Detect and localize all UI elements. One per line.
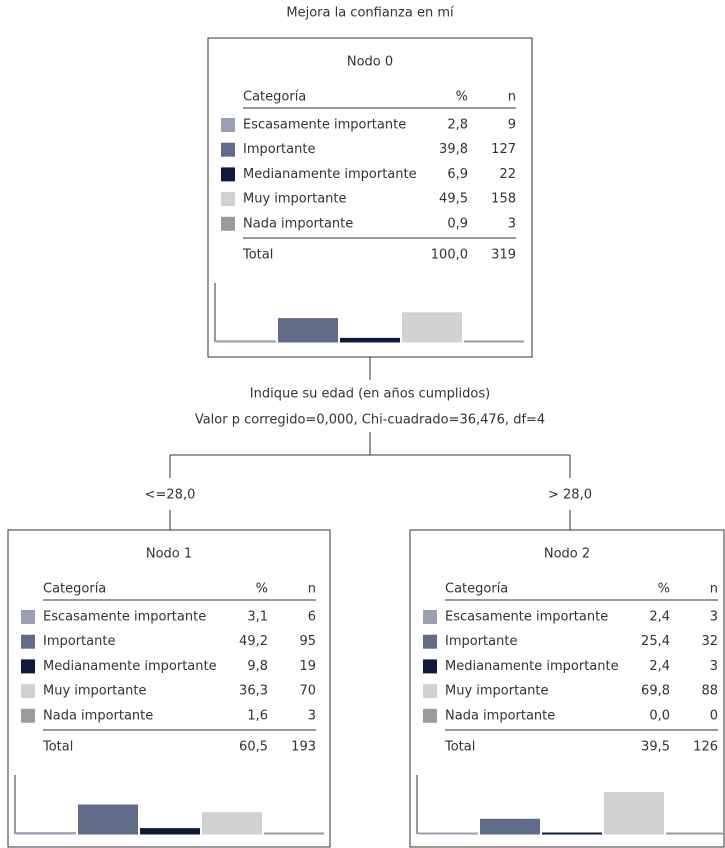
total-pct: 39,5 [641, 740, 670, 755]
n-cell: 19 [299, 659, 316, 674]
category-cell: Medianamente importante [243, 167, 417, 182]
color-swatch [21, 634, 35, 649]
pct-cell: 6,9 [447, 167, 468, 182]
color-swatch [221, 118, 235, 132]
pct-cell: 2,4 [649, 610, 670, 625]
header-cell: n [308, 582, 316, 597]
pct-cell: 36,3 [239, 684, 268, 699]
category-cell: Muy importante [43, 684, 147, 699]
n-cell: 95 [299, 634, 316, 649]
n-cell: 9 [508, 118, 516, 133]
color-swatch [21, 708, 35, 723]
histogram-bar [202, 812, 262, 834]
color-swatch [21, 684, 35, 699]
total-n: 193 [291, 740, 316, 755]
color-swatch [423, 610, 437, 624]
total-n: 126 [693, 740, 718, 755]
total-pct: 60,5 [239, 740, 268, 755]
node-label: Nodo 1 [146, 547, 192, 562]
pct-cell: 39,8 [439, 142, 468, 157]
category-cell: Importante [243, 142, 315, 157]
category-cell: Medianamente importante [43, 659, 217, 674]
pct-cell: 1,6 [247, 708, 268, 723]
histogram-bar [78, 804, 138, 834]
header-cell: % [256, 582, 268, 597]
category-cell: Muy importante [243, 192, 347, 207]
n-cell: 22 [499, 167, 516, 182]
color-swatch [221, 142, 235, 157]
header-cell: % [456, 90, 468, 105]
branch-label: <=28,0 [145, 488, 196, 503]
category-cell: Medianamente importante [445, 659, 619, 674]
total-pct: 100,0 [431, 248, 468, 263]
n-cell: 6 [308, 610, 316, 625]
pct-cell: 0,0 [649, 708, 670, 723]
n-cell: 158 [491, 192, 516, 207]
n-cell: 88 [701, 684, 718, 699]
histogram-bar [402, 312, 462, 342]
pct-cell: 0,9 [447, 216, 468, 231]
color-swatch [221, 216, 235, 231]
histogram-bar [604, 792, 664, 834]
n-cell: 127 [491, 142, 516, 157]
n-cell: 3 [710, 610, 718, 625]
total-label: Total [242, 248, 273, 263]
node-box [7, 529, 331, 848]
n-cell: 3 [710, 659, 718, 674]
node-box [207, 37, 533, 358]
connectors [169, 357, 571, 530]
category-cell: Nada importante [43, 708, 153, 723]
n-cell: 0 [710, 708, 718, 723]
total-n: 319 [491, 248, 516, 263]
n-cell: 3 [508, 216, 516, 231]
header-cell: Categoría [43, 582, 106, 597]
histogram-bar [278, 318, 338, 342]
color-swatch [21, 659, 35, 674]
header-cell: n [508, 90, 516, 105]
header-cell: % [658, 582, 670, 597]
pct-cell: 3,1 [247, 610, 268, 625]
category-cell: Importante [445, 634, 517, 649]
branch-label: > 28,0 [548, 488, 592, 503]
category-cell: Escasamente importante [43, 610, 206, 625]
total-label: Total [42, 740, 73, 755]
category-cell: Escasamente importante [243, 118, 406, 133]
header-cell: n [710, 582, 718, 597]
total-label: Total [444, 740, 475, 755]
color-swatch [423, 684, 437, 699]
n-cell: 3 [308, 708, 316, 723]
pct-cell: 2,8 [447, 118, 468, 133]
category-cell: Nada importante [445, 708, 555, 723]
histogram-bar [480, 818, 540, 834]
n-cell: 32 [701, 634, 718, 649]
color-swatch [221, 167, 235, 182]
category-cell: Muy importante [445, 684, 549, 699]
color-swatch [221, 192, 235, 207]
header-cell: Categoría [243, 90, 306, 105]
node-label: Nodo 0 [347, 55, 393, 70]
pct-cell: 25,4 [641, 634, 670, 649]
split-variable: Indique su edad (en años cumplidos) [250, 387, 490, 402]
header-cell: Categoría [445, 582, 508, 597]
pct-cell: 49,5 [439, 192, 468, 207]
tree-title: Mejora la confianza en mí [286, 6, 454, 21]
pct-cell: 9,8 [247, 659, 268, 674]
color-swatch [423, 659, 437, 674]
pct-cell: 49,2 [239, 634, 268, 649]
color-swatch [21, 610, 35, 624]
color-swatch [423, 708, 437, 723]
histogram-bar [140, 828, 200, 834]
category-cell: Importante [43, 634, 115, 649]
n-cell: 70 [299, 684, 316, 699]
category-cell: Escasamente importante [445, 610, 608, 625]
color-swatch [423, 634, 437, 649]
pct-cell: 2,4 [649, 659, 670, 674]
histogram-bar [340, 337, 400, 342]
split-stats: Valor p corregido=0,000, Chi-cuadrado=36… [195, 413, 545, 428]
pct-cell: 69,8 [641, 684, 670, 699]
node-box [409, 529, 725, 848]
category-cell: Nada importante [243, 216, 353, 231]
node-label: Nodo 2 [544, 547, 590, 562]
